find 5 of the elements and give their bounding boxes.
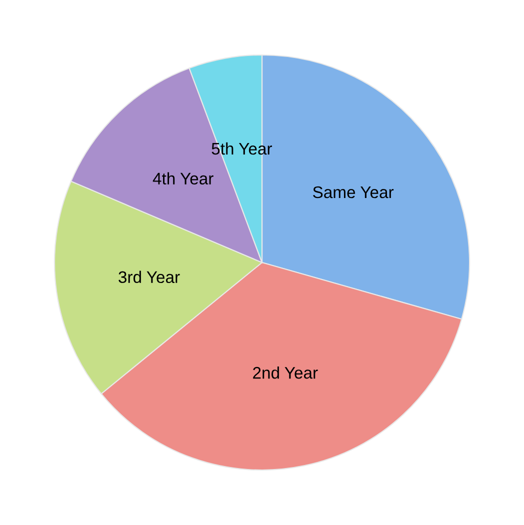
slice-label: Same Year — [313, 186, 394, 198]
slice-label: 2nd Year — [253, 366, 318, 379]
slice-label: 5th Year — [212, 142, 272, 155]
slice-label: 4th Year — [152, 172, 214, 185]
slice-label: 3rd Year — [118, 270, 180, 284]
